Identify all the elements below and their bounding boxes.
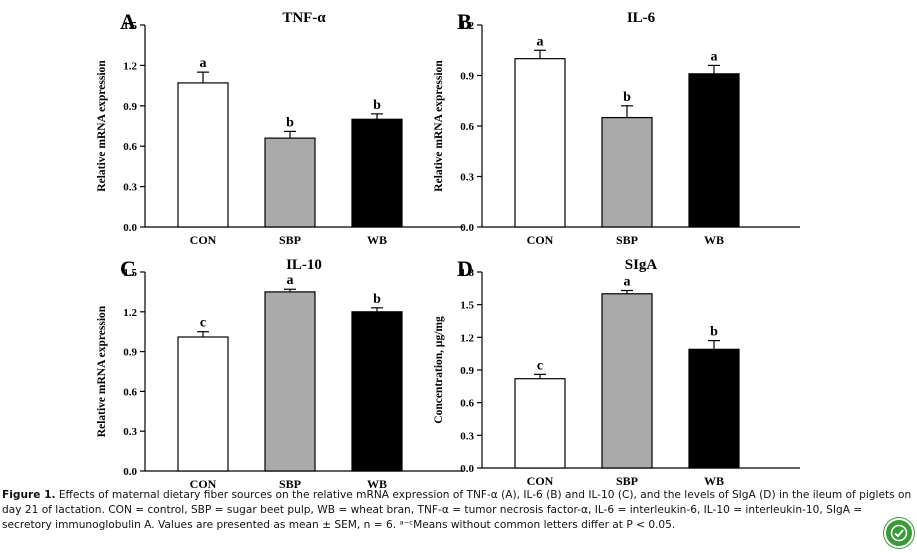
panel-a-ytick-label: 0.0 — [123, 222, 137, 234]
panel-b-ytick-label: 1.2 — [460, 20, 474, 32]
panel-c-letter: C — [120, 256, 136, 281]
panel-a-sig-letter-wb: b — [373, 98, 381, 113]
panel-b-ytick-label: 0.9 — [460, 71, 474, 83]
panel-c-ytick-label: 1.5 — [123, 267, 137, 279]
panel-d-ytick-label: 0.6 — [460, 398, 474, 410]
panel-a-ytick-label: 0.6 — [123, 141, 137, 153]
panel-c-ylabel: Relative mRNA expression — [96, 305, 108, 437]
panel-b-bar-sbp — [601, 116, 653, 228]
panel-c-ytick-label: 1.2 — [123, 307, 137, 319]
panel-b-ytick-label: 0.0 — [460, 222, 474, 234]
panel-c-xtick-label-con: CON — [190, 477, 217, 488]
panel-d-ylabel: Concentration, μg/mg — [433, 316, 445, 424]
panel-d-sig-letter-sbp: a — [624, 275, 631, 290]
panel-b-sig-letter-con: a — [537, 34, 544, 49]
panel-b-xtick-label-wb: WB — [704, 233, 724, 247]
panel-c-bar-sbp — [264, 291, 316, 472]
panel-b-ytick-label: 0.6 — [460, 121, 474, 133]
panel-b-bar-con — [514, 58, 566, 228]
panel-d-ytick-label: 1.8 — [460, 267, 474, 279]
caption-label: Figure 1. — [2, 489, 56, 501]
panel-a-title: TNF-α — [282, 10, 326, 26]
figure-caption: Figure 1. Effects of maternal dietary fi… — [2, 488, 914, 533]
panel-a-bar-wb — [351, 118, 403, 228]
panel-d-xtick-label-con: CON — [527, 474, 554, 488]
panel-a-ytick-label: 0.9 — [123, 101, 137, 113]
panel-c-xtick-label-sbp: SBP — [279, 477, 301, 488]
panel-a-ytick-label: 1.5 — [123, 20, 137, 32]
panel-a-letter: A — [120, 9, 136, 34]
panel-c-ytick-label: 0.6 — [123, 386, 137, 398]
panel-c-title: IL-10 — [286, 257, 322, 273]
panel-d-letter: D — [457, 256, 473, 281]
panel-a-ytick-label: 1.2 — [123, 60, 137, 72]
panel-d-bar-sbp — [601, 293, 653, 469]
panel-b-xtick-label-sbp: SBP — [616, 233, 638, 247]
panel-b-bar-wb — [688, 73, 740, 228]
panel-d-bar-con — [514, 378, 566, 469]
panel-d-xtick-label-wb: WB — [704, 474, 724, 488]
panel-c-sig-letter-con: c — [200, 316, 206, 331]
panel-b-sig-letter-sbp: b — [623, 90, 631, 105]
panel-b-letter: B — [457, 9, 472, 34]
panel-d-sig-letter-con: c — [537, 358, 543, 373]
figure-panels: 0.0 0.3 0.6 0.9 1.2 1.5 Relative mRNA expressi… — [96, 9, 800, 488]
panel-d-sig-letter-wb: b — [710, 325, 718, 340]
panel-a-bar-sbp — [264, 137, 316, 228]
panel-b-ytick-label: 0.3 — [460, 172, 474, 184]
panel-a-xtick-label-sbp: SBP — [279, 233, 301, 247]
panel-d-ytick-label: 1.5 — [460, 300, 474, 312]
panel-d-ytick-label: 1.2 — [460, 332, 474, 344]
panel-c-ytick-label: 0.3 — [123, 426, 137, 438]
panel-b-title: IL-6 — [627, 10, 656, 26]
panel-c-xtick-label-wb: WB — [367, 477, 387, 488]
panel-b-ylabel: Relative mRNA expression — [433, 60, 445, 192]
panel-c-bar-wb — [351, 311, 403, 472]
panel-c-sig-letter-wb: b — [373, 292, 381, 307]
panel-a-sig-letter-con: a — [200, 56, 207, 71]
panel-d-ytick-label: 0.9 — [460, 365, 474, 377]
panel-c-ytick-label: 0.0 — [123, 466, 137, 478]
panel-a-ylabel: Relative mRNA expression — [96, 60, 108, 192]
panel-c-bar-con — [177, 336, 229, 472]
panel-d-xtick-label-sbp: SBP — [616, 474, 638, 488]
panel-c-sig-letter-sbp: a — [287, 273, 294, 288]
panel-d-ytick-label: 0.0 — [460, 463, 474, 475]
panel-b-xtick-label-con: CON — [527, 233, 554, 247]
caption-text: Effects of maternal dietary fiber source… — [2, 489, 912, 531]
panel-d-title: SIgA — [625, 257, 658, 273]
checkmark-icon — [890, 524, 908, 542]
panel-a-ytick-label: 0.3 — [123, 182, 137, 194]
panel-a-bar-con — [177, 82, 229, 228]
panel-a-xtick-label-wb: WB — [367, 233, 387, 247]
panel-c-ytick-label: 0.9 — [123, 347, 137, 359]
panel-d-bar-wb — [688, 348, 740, 469]
check-badge-icon[interactable] — [884, 518, 914, 548]
panel-b-sig-letter-wb: a — [711, 49, 718, 64]
panel-a-xtick-label-con: CON — [190, 233, 217, 247]
panel-d-ytick-label: 0.3 — [460, 430, 474, 442]
panel-a-sig-letter-sbp: b — [286, 115, 294, 130]
